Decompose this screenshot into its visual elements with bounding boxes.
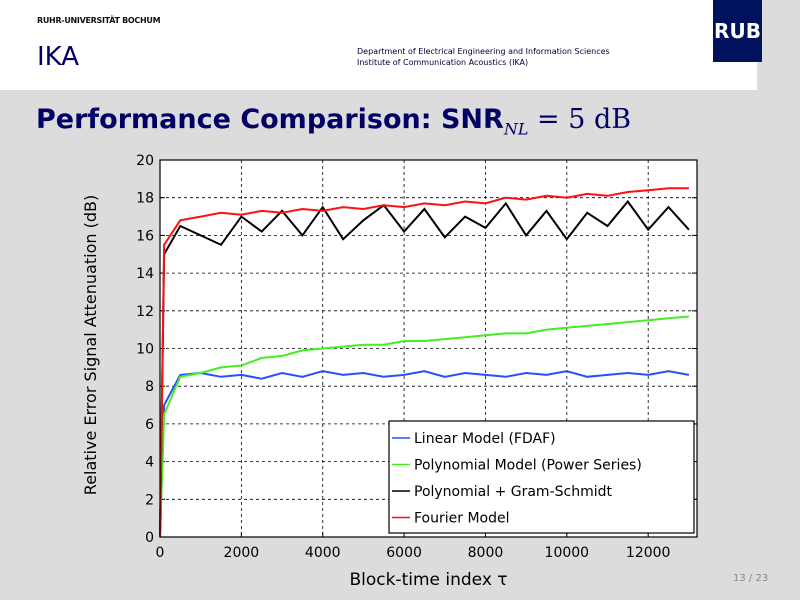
y-tick-label: 20 xyxy=(136,153,154,169)
legend: Linear Model (FDAF) Polynomial Model (Pow… xyxy=(388,420,695,534)
x-tick-label: 8000 xyxy=(468,545,504,561)
y-tick-label: 10 xyxy=(136,342,154,358)
x-tick-label: 2000 xyxy=(224,545,260,561)
y-tick-label: 16 xyxy=(136,228,154,244)
department-info: Department of Electrical Engineering and… xyxy=(357,46,610,68)
x-axis-label: Block-time index τ xyxy=(349,570,507,590)
title-subscript: NL xyxy=(503,119,529,139)
x-tick-label: 12000 xyxy=(626,545,671,561)
legend-label: Polynomial Model (Power Series) xyxy=(414,458,642,474)
legend-box xyxy=(388,420,695,534)
slide-title: Performance Comparison: SNRNL = 5 dB xyxy=(36,104,631,138)
legend-label: Fourier Model xyxy=(414,511,510,527)
y-tick-label: 2 xyxy=(145,492,154,508)
series-line-1 xyxy=(159,315,689,538)
plot-frame xyxy=(159,159,698,538)
y-tick-label: 4 xyxy=(145,455,154,471)
series-line-3 xyxy=(159,187,689,538)
y-tick-label: 6 xyxy=(145,417,154,433)
x-tick-label: 4000 xyxy=(305,545,341,561)
legend-label: Polynomial + Gram-Schmidt xyxy=(414,484,612,500)
title-rest: = 5 dB xyxy=(528,104,632,135)
x-tick-label: 10000 xyxy=(545,545,590,561)
x-tick-label: 0 xyxy=(156,545,165,561)
x-tick-label: 6000 xyxy=(386,545,422,561)
title-main: Performance Comparison: SNR xyxy=(36,104,504,135)
y-tick-label: 8 xyxy=(145,379,154,395)
page-number: 13 / 23 xyxy=(733,573,769,584)
rub-logo: RUB xyxy=(713,0,762,62)
institute-short: IKA xyxy=(37,42,80,72)
slide-header: RUHR-UNIVERSITÄT BOCHUM IKA Department o… xyxy=(0,0,757,90)
y-axis-label: Relative Error Signal Attenuation (dB) xyxy=(81,195,100,495)
y-tick-label: 0 xyxy=(145,530,154,546)
department-line1: Department of Electrical Engineering and… xyxy=(357,47,610,56)
university-name: RUHR-UNIVERSITÄT BOCHUM xyxy=(37,16,161,25)
series-line-2 xyxy=(159,199,690,538)
y-tick-label: 12 xyxy=(136,304,154,320)
y-tick-label: 14 xyxy=(136,266,154,282)
legend-label: Linear Model (FDAF) xyxy=(414,431,556,447)
series-line-0 xyxy=(159,370,690,538)
y-tick-label: 18 xyxy=(136,191,154,207)
department-line2: Institute of Communication Acoustics (IK… xyxy=(357,58,529,67)
